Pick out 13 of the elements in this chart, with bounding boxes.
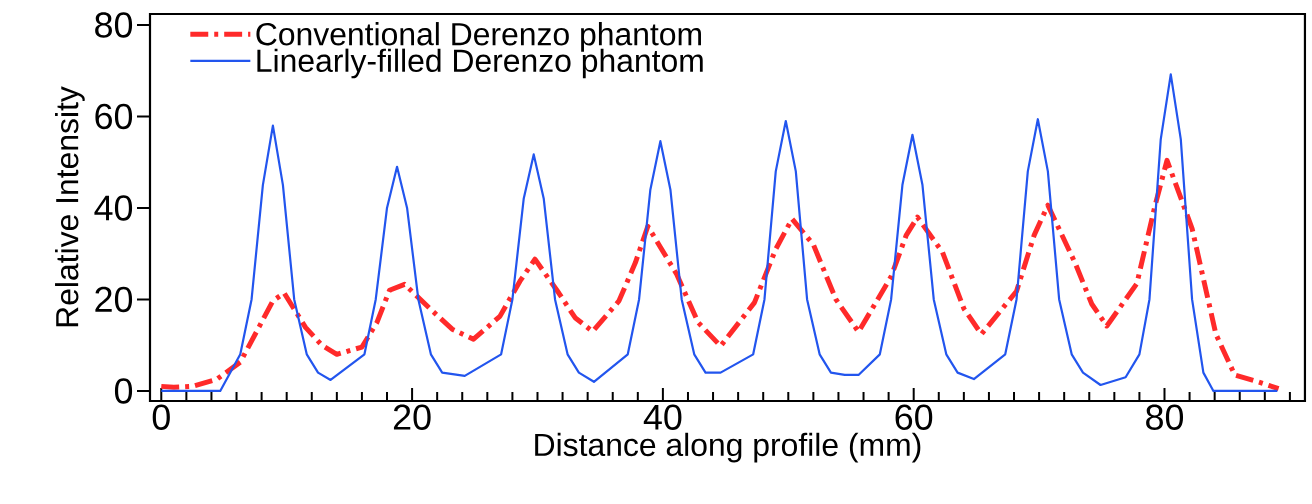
x-axis-title: Distance along profile (mm): [535, 432, 921, 463]
x-tick-label: 40: [643, 404, 682, 430]
x-tick-label: 80: [1146, 404, 1184, 430]
y-tick-label: 0: [114, 378, 133, 404]
y-tick-label: 20: [95, 286, 133, 313]
y-tick-label: 60: [95, 103, 133, 130]
x-tick-label: 0: [152, 404, 170, 430]
y-tick-label: 40: [94, 195, 133, 221]
y-axis-title: Relative Intensity: [55, 86, 85, 327]
x-tick-label: 20: [393, 404, 431, 430]
y-tick-label: 80: [95, 12, 133, 38]
line-series: [158, 157, 1282, 392]
x-tick-label: 60: [895, 404, 933, 430]
